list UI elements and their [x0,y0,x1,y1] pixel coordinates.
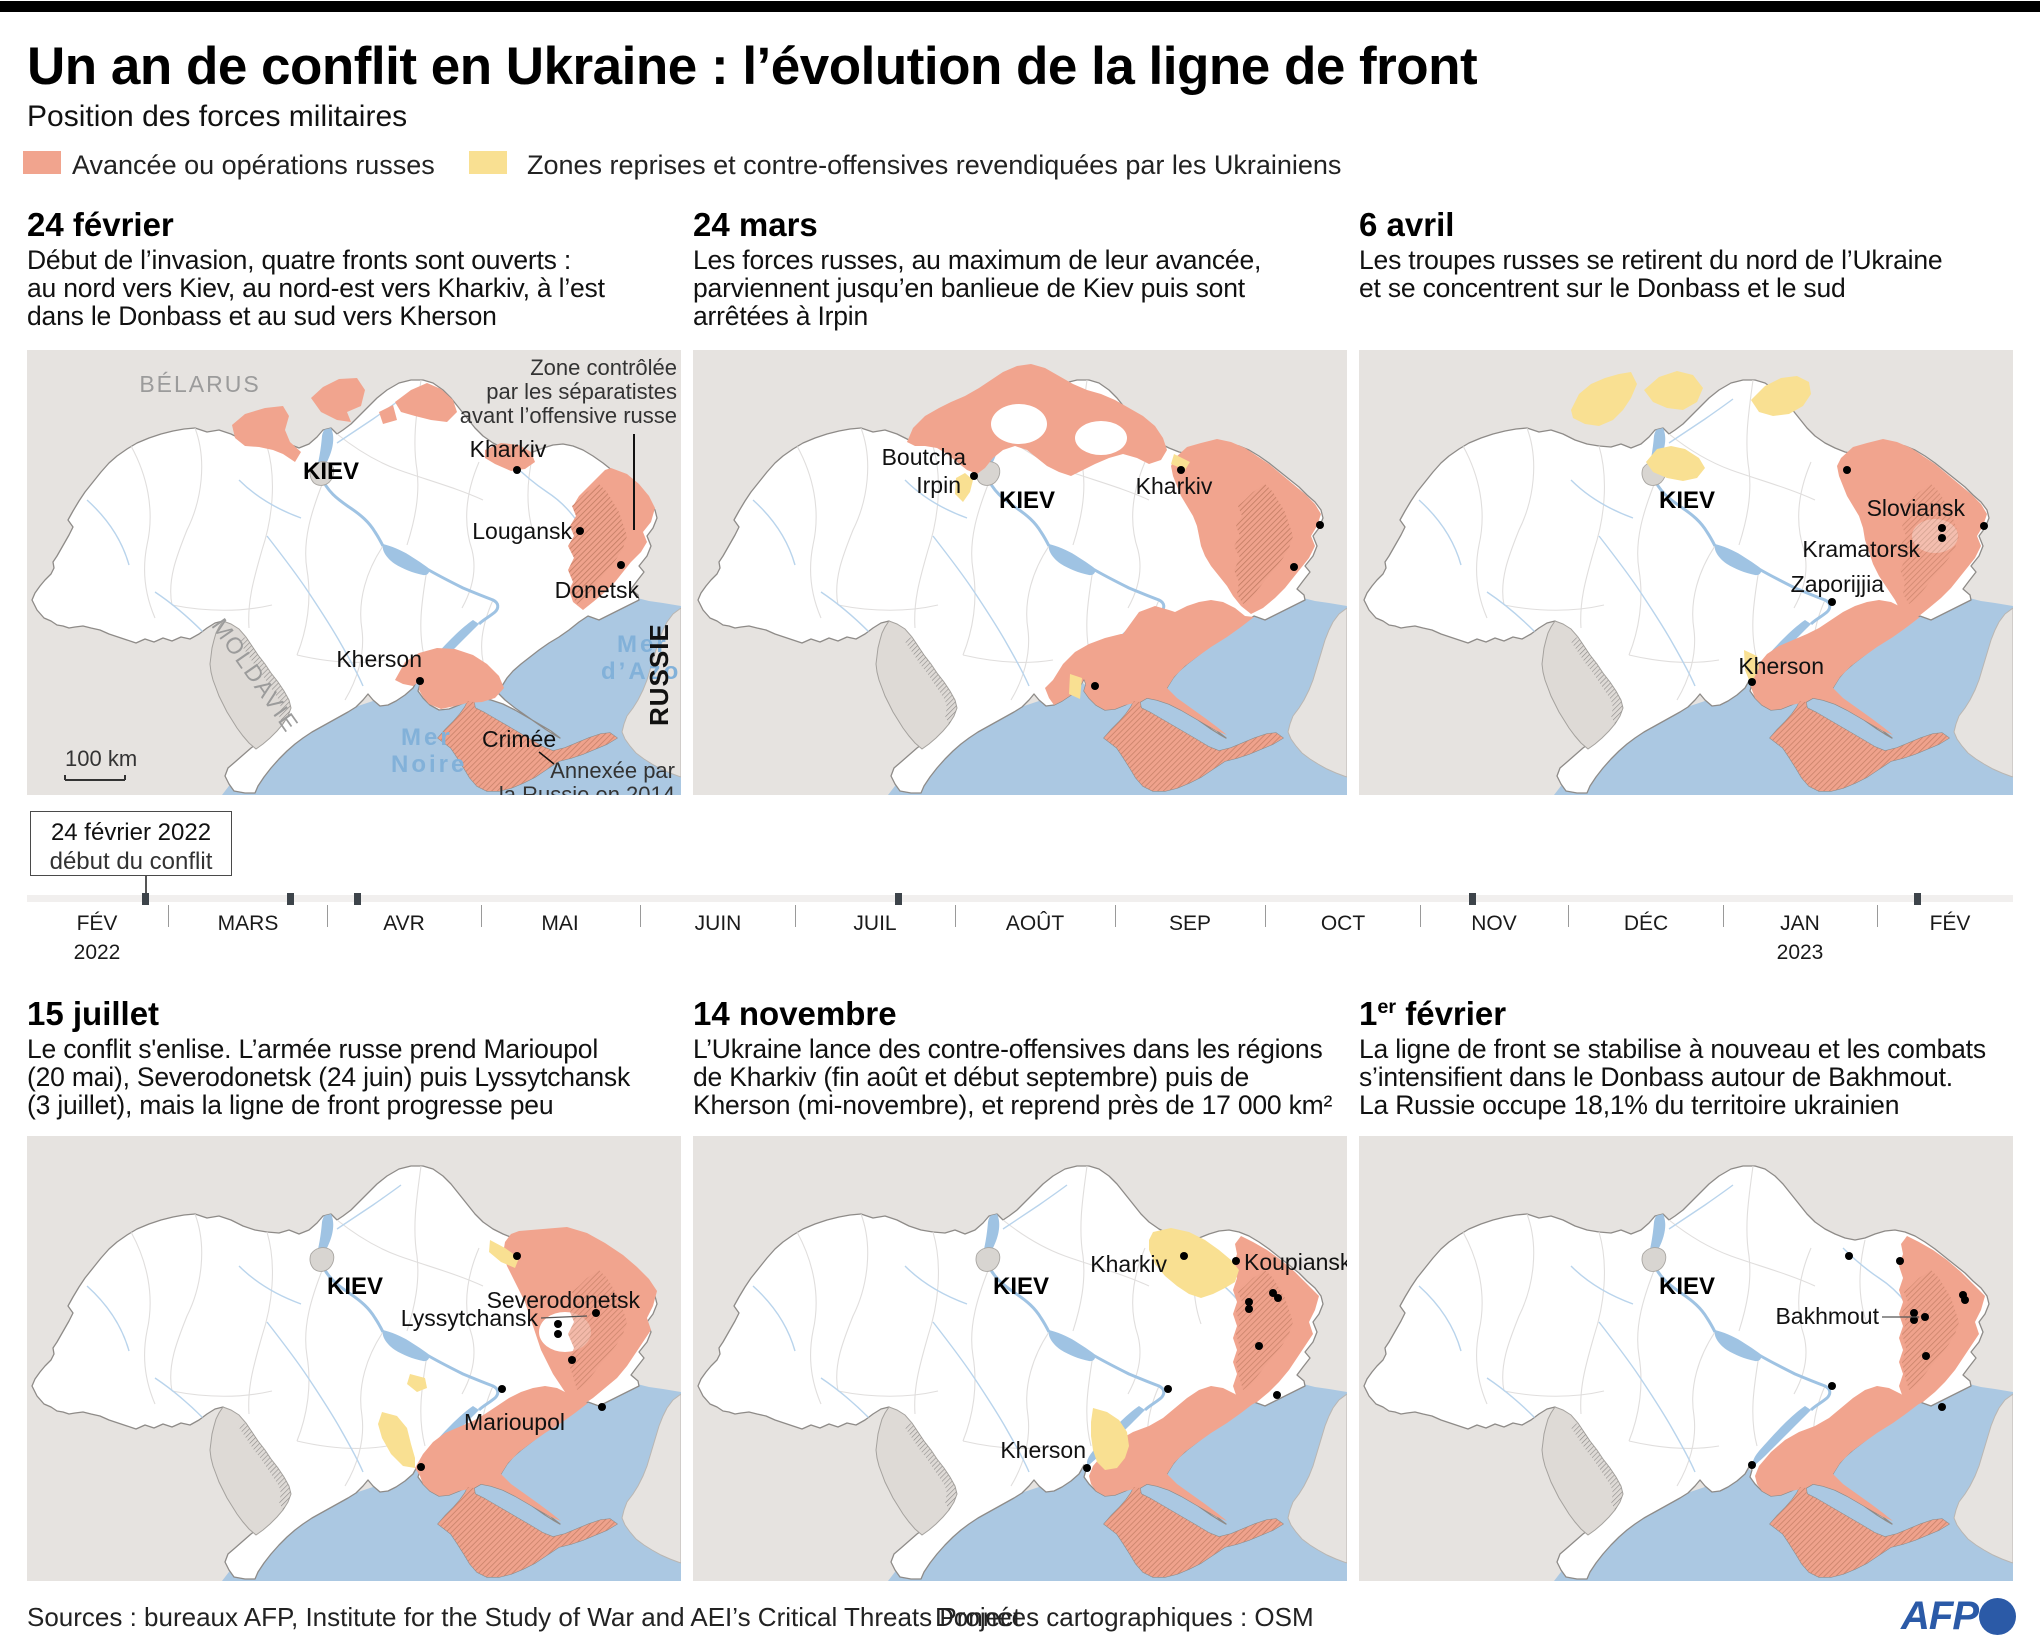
svg-text:Kharkiv: Kharkiv [470,436,547,462]
svg-text:Boutcha: Boutcha [882,444,967,470]
svg-text:BÉLARUS: BÉLARUS [139,371,260,397]
svg-text:la Russie en 2014: la Russie en 2014 [499,782,675,795]
svg-text:Severodonetsk: Severodonetsk [487,1287,641,1313]
svg-text:Irpin: Irpin [916,472,961,498]
svg-text:KIEV: KIEV [993,1273,1049,1300]
svg-text:100 km: 100 km [65,746,137,771]
svg-text:Mer: Mer [401,724,453,751]
svg-text:KIEV: KIEV [1659,1273,1715,1300]
svg-text:d’Azov: d’Azov [601,658,681,685]
svg-text:par les séparatistes: par les séparatistes [486,379,677,404]
svg-text:Zaporijjia: Zaporijjia [1791,571,1885,597]
svg-text:Kherson: Kherson [1738,653,1824,679]
svg-text:Lougansk: Lougansk [472,518,572,544]
svg-text:Bakhmout: Bakhmout [1775,1303,1879,1329]
svg-text:Koupiansk: Koupiansk [1244,1249,1347,1275]
svg-text:KIEV: KIEV [999,487,1055,514]
svg-text:Kherson: Kherson [1000,1437,1086,1463]
svg-text:Lyssytchansk: Lyssytchansk [401,1305,539,1331]
svg-text:Marioupol: Marioupol [464,1409,565,1435]
svg-text:Donetsk: Donetsk [555,577,640,603]
svg-text:Kramatorsk: Kramatorsk [1802,536,1920,562]
svg-text:RUSSIE: RUSSIE [644,623,674,726]
svg-text:Mer: Mer [617,631,669,658]
svg-text:KIEV: KIEV [1659,487,1715,514]
svg-text:KIEV: KIEV [327,1273,383,1300]
svg-text:Kharkiv: Kharkiv [1090,1251,1167,1277]
svg-text:Sloviansk: Sloviansk [1867,495,1966,521]
svg-text:Zone contrôlée: Zone contrôlée [530,355,677,380]
svg-text:KIEV: KIEV [303,458,359,485]
svg-text:Kherson: Kherson [336,646,422,672]
svg-text:Crimée: Crimée [482,726,556,752]
svg-text:Noire: Noire [391,751,467,778]
svg-text:Kharkiv: Kharkiv [1136,473,1213,499]
svg-text:Annexée par: Annexée par [550,758,675,783]
svg-text:avant l’offensive russe: avant l’offensive russe [460,403,677,428]
